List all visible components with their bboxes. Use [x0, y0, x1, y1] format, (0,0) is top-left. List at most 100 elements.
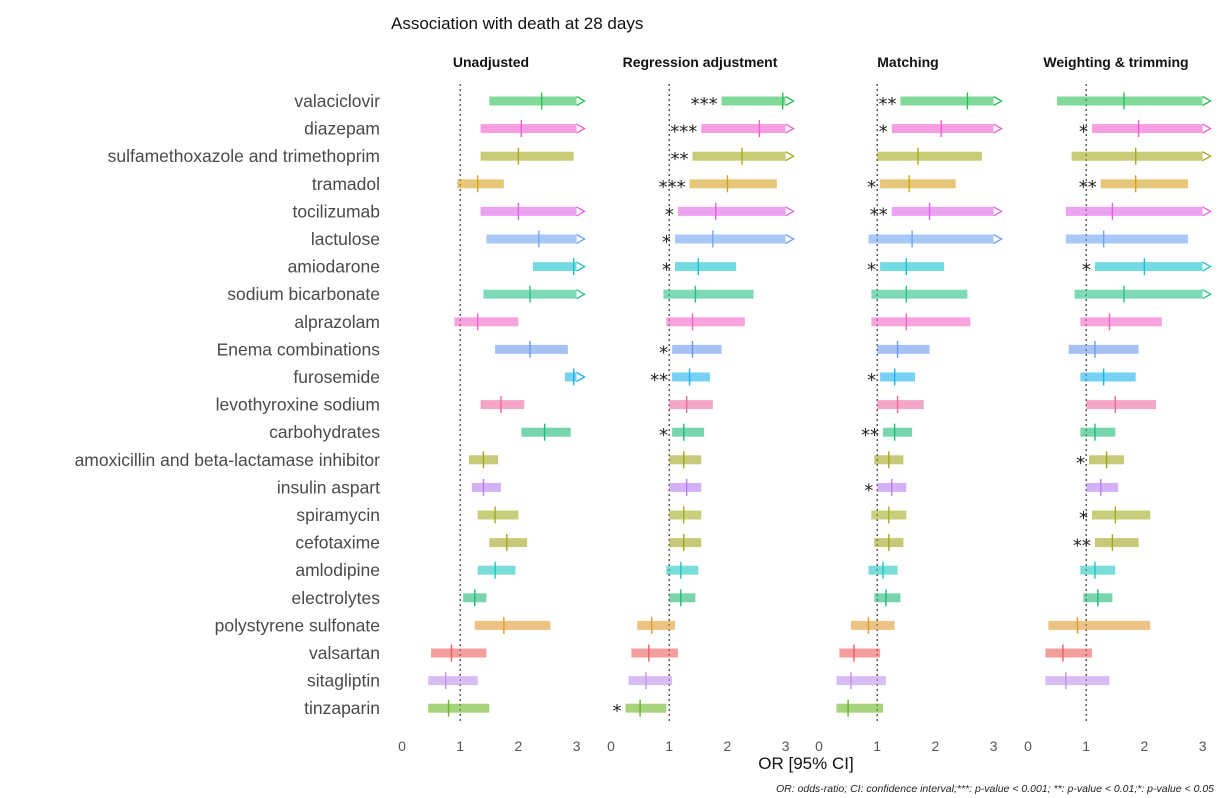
- ci-bar: [669, 510, 702, 520]
- estimate-valsartan: [431, 644, 487, 662]
- ci-bar: [1092, 124, 1203, 134]
- drug-label-sulfamethoxazole-and-trimethoprim: sulfamethoxazole and trimethoprim: [108, 146, 380, 166]
- ci-bar: [721, 96, 786, 106]
- estimate-levothyroxine-sodium: [669, 396, 713, 414]
- estimate-lactulose: *: [662, 230, 795, 253]
- ci-bar: [675, 234, 786, 244]
- estimate-tramadol: *: [867, 175, 956, 198]
- estimate-insulin-aspart: [471, 478, 501, 496]
- ci-bar: [851, 620, 895, 630]
- drug-label-lactulose: lactulose: [311, 229, 380, 249]
- significance-stars: *: [1076, 453, 1085, 474]
- ci-bar: [564, 372, 577, 382]
- drug-label-sodium-bicarbonate: sodium bicarbonate: [227, 284, 380, 304]
- estimate-valsartan: [631, 644, 678, 662]
- estimate-electrolytes: [669, 589, 696, 607]
- estimate-sitagliptin: [836, 672, 886, 690]
- ci-bar: [880, 262, 945, 272]
- drug-label-enema-combinations: Enema combinations: [217, 339, 381, 359]
- estimate-sodium-bicarbonate: [663, 285, 754, 303]
- drug-label-electrolytes: electrolytes: [291, 588, 380, 608]
- ci-bar: [880, 179, 956, 189]
- estimate-diazepam: ***: [670, 120, 795, 143]
- estimate-electrolytes: [463, 589, 487, 607]
- estimate-enema-combinations: [877, 340, 930, 358]
- truncation-arrow: [576, 261, 586, 272]
- estimate-spiramycin: [477, 506, 519, 524]
- truncation-arrow: [993, 123, 1003, 134]
- ci-bar: [1048, 620, 1151, 630]
- ci-bar: [669, 455, 702, 465]
- ci-bar: [883, 427, 913, 437]
- drug-label-furosemide: furosemide: [293, 367, 380, 387]
- ci-bar: [1086, 400, 1157, 410]
- estimate-cefotaxime: [669, 534, 702, 552]
- significance-stars: ***: [670, 122, 697, 143]
- estimate-tocilizumab: [480, 202, 586, 220]
- ci-bar: [669, 400, 713, 410]
- significance-stars: *: [879, 122, 888, 143]
- significance-stars: *: [659, 425, 668, 446]
- x-tick-label: 0: [815, 738, 823, 754]
- estimate-carbohydrates: **: [861, 423, 913, 446]
- x-tick-label: 2: [1141, 738, 1149, 754]
- x-tick-label: 0: [607, 738, 615, 754]
- estimate-tinzaparin: [836, 699, 884, 717]
- significance-stars: **: [861, 425, 879, 446]
- ci-bar: [486, 234, 577, 244]
- significance-stars: **: [650, 370, 668, 391]
- truncation-arrow: [1202, 206, 1212, 217]
- ci-bar: [489, 538, 528, 548]
- drug-label-amoxicillin-and-beta-lactamase-inhibitor: amoxicillin and beta-lactamase inhibitor: [75, 450, 381, 470]
- significance-stars: *: [864, 480, 873, 501]
- ci-bar: [1086, 482, 1119, 492]
- ci-bar: [1057, 96, 1203, 106]
- estimate-lactulose: [868, 230, 1003, 248]
- estimate-furosemide: **: [650, 368, 710, 391]
- drug-label-column: valaciclovir diazepam sulfamethoxazole and…: [75, 91, 381, 718]
- x-tick-label: 1: [665, 738, 673, 754]
- estimate-enema-combinations: [495, 340, 568, 358]
- x-tick-label: 1: [873, 738, 881, 754]
- estimate-furosemide: [1080, 368, 1136, 386]
- panel-title: Matching: [877, 54, 938, 70]
- ci-bar: [1080, 565, 1116, 575]
- estimate-amoxicillin-and-beta-lactamase-inhibitor: [468, 451, 499, 469]
- truncation-arrow: [576, 95, 586, 107]
- panel-title: Weighting & trimming: [1043, 54, 1188, 70]
- estimate-amlodipine: [1080, 561, 1116, 579]
- estimate-lactulose: [1065, 230, 1189, 248]
- drug-label-valaciclovir: valaciclovir: [294, 91, 380, 111]
- ci-bar: [631, 648, 678, 658]
- ci-bar: [839, 648, 881, 658]
- ci-bar: [480, 151, 574, 161]
- estimate-amiodarone: [532, 258, 586, 276]
- estimate-carbohydrates: [1080, 423, 1116, 441]
- estimate-tramadol: **: [1079, 175, 1189, 198]
- ci-bar: [480, 124, 577, 134]
- significance-stars: **: [670, 149, 688, 170]
- estimate-furosemide: *: [867, 368, 916, 391]
- estimate-enema-combinations: [1068, 340, 1139, 358]
- ci-bar: [871, 317, 971, 327]
- estimate-amiodarone: *: [1082, 258, 1212, 281]
- drug-label-tinzaparin: tinzaparin: [304, 698, 380, 718]
- estimate-cefotaxime: [489, 534, 528, 552]
- significance-stars: **: [870, 204, 888, 225]
- drug-label-tocilizumab: tocilizumab: [292, 201, 380, 221]
- estimate-furosemide: [564, 368, 586, 386]
- estimate-sodium-bicarbonate: [871, 285, 968, 303]
- ci-bar: [689, 179, 777, 189]
- significance-stars: *: [665, 204, 674, 225]
- estimate-valsartan: [839, 644, 881, 662]
- ci-bar: [454, 317, 519, 327]
- ci-bar: [692, 151, 786, 161]
- x-tick-label: 3: [990, 738, 998, 754]
- ci-bar: [1045, 676, 1110, 686]
- estimate-levothyroxine-sodium: [877, 396, 924, 414]
- ci-bar: [669, 482, 702, 492]
